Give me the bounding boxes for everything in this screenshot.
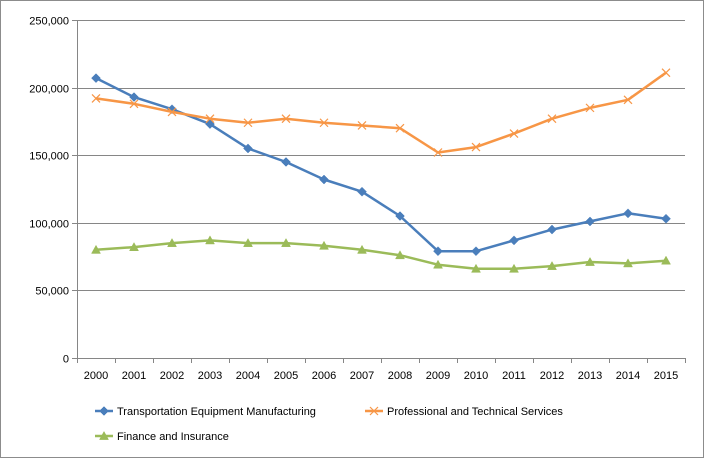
data-point-professional-and-technical-services (433, 148, 443, 157)
x-tick-label: 2007 (350, 370, 374, 382)
legend-item-professional-and-technical-services: Professional and Technical Services (365, 406, 563, 418)
x-tick-label: 2005 (274, 370, 298, 382)
x-tick-label: 2010 (464, 370, 488, 382)
x-tick-label: 2012 (540, 370, 564, 382)
series-line-transportation-equipment-manufacturing (95, 76, 667, 253)
data-point-professional-and-technical-services (281, 114, 291, 124)
data-point-professional-and-technical-services (585, 103, 595, 113)
legend: Transportation Equipment Manufacturing Pr… (95, 406, 563, 443)
series-line-finance-and-insurance (95, 239, 667, 271)
data-point-transportation-equipment-manufacturing (205, 119, 215, 129)
x-tick-label: 2002 (160, 370, 184, 382)
y-axis-ticks: 0 50,000 100,000 150,000 200,000 250,000 (29, 16, 78, 366)
series-line-professional-and-technical-services (95, 71, 667, 154)
data-point-professional-and-technical-services (167, 107, 177, 117)
y-tick-label: 100,000 (29, 219, 69, 231)
legend-item-finance-and-insurance: Finance and Insurance (95, 430, 229, 443)
series-professional-and-technical-services (91, 68, 671, 157)
x-tick-label: 2000 (84, 370, 108, 382)
data-point-transportation-equipment-manufacturing (471, 246, 481, 257)
data-point-finance-and-insurance (205, 235, 215, 245)
x-tick-label: 2011 (502, 370, 526, 382)
data-point-finance-and-insurance (91, 244, 101, 254)
data-point-transportation-equipment-manufacturing (623, 208, 633, 219)
data-point-finance-and-insurance (129, 242, 139, 251)
data-point-finance-and-insurance (585, 256, 595, 266)
data-point-transportation-equipment-manufacturing (91, 73, 101, 83)
data-point-professional-and-technical-services (91, 93, 101, 103)
y-tick-label: 250,000 (29, 16, 69, 28)
x-tick-label: 2008 (388, 370, 412, 382)
data-point-finance-and-insurance (471, 263, 481, 273)
data-point-transportation-equipment-manufacturing (547, 224, 557, 235)
legend-marker-professional-and-technical-services (369, 406, 379, 416)
data-point-professional-and-technical-services (243, 118, 253, 128)
data-point-finance-and-insurance (357, 244, 367, 254)
y-tick-label: 0 (63, 354, 69, 366)
data-point-finance-and-insurance (623, 258, 633, 268)
data-point-finance-and-insurance (509, 263, 519, 273)
y-tick-label: 50,000 (35, 286, 69, 298)
data-point-professional-and-technical-services (205, 114, 215, 124)
x-tick-label: 2013 (578, 370, 602, 382)
legend-label: Professional and Technical Services (387, 406, 563, 418)
data-point-professional-and-technical-services (661, 68, 671, 78)
x-tick-label: 2009 (426, 370, 450, 382)
series-finance-and-insurance (91, 235, 671, 273)
data-point-transportation-equipment-manufacturing (319, 174, 329, 185)
data-point-professional-and-technical-services (509, 129, 519, 138)
x-tick-label: 2014 (616, 370, 640, 382)
data-point-transportation-equipment-manufacturing (433, 246, 443, 257)
legend-marker-transportation-equipment-manufacturing (99, 406, 109, 416)
data-point-transportation-equipment-manufacturing (661, 213, 671, 224)
data-point-transportation-equipment-manufacturing (395, 211, 405, 221)
series-transportation-equipment-manufacturing (91, 73, 671, 257)
data-point-transportation-equipment-manufacturing (585, 216, 595, 227)
data-point-finance-and-insurance (433, 259, 443, 269)
data-point-professional-and-technical-services (357, 121, 367, 130)
y-tick-label: 200,000 (29, 84, 69, 96)
data-point-finance-and-insurance (243, 238, 253, 247)
data-point-finance-and-insurance (319, 240, 329, 250)
x-tick-label: 2006 (312, 370, 336, 382)
gridlines (77, 20, 685, 291)
data-point-finance-and-insurance (661, 255, 671, 265)
data-point-transportation-equipment-manufacturing (129, 92, 139, 102)
legend-marker-finance-and-insurance (99, 430, 109, 440)
series-layer (91, 68, 671, 273)
x-axis: 2000 2001 2002 2003 2004 2005 2006 2007 2008 2009… (77, 358, 686, 382)
data-point-professional-and-technical-services (623, 95, 633, 105)
legend-item-transportation-equipment-manufacturing: Transportation Equipment Manufacturing (95, 406, 316, 418)
data-point-transportation-equipment-manufacturing (281, 157, 291, 167)
x-tick-label: 2015 (654, 370, 678, 382)
data-point-transportation-equipment-manufacturing (357, 186, 367, 197)
data-point-professional-and-technical-services (129, 99, 139, 109)
y-tick-label: 150,000 (29, 151, 69, 163)
legend-label: Transportation Equipment Manufacturing (117, 406, 316, 418)
data-point-transportation-equipment-manufacturing (509, 235, 519, 246)
x-tick-label: 2004 (236, 370, 260, 382)
legend-label: Finance and Insurance (117, 431, 229, 443)
data-point-professional-and-technical-services (547, 114, 557, 124)
data-point-transportation-equipment-manufacturing (243, 143, 253, 154)
data-point-finance-and-insurance (395, 250, 405, 260)
data-point-finance-and-insurance (281, 238, 291, 247)
data-point-finance-and-insurance (167, 238, 177, 247)
data-point-finance-and-insurance (547, 261, 557, 270)
data-point-professional-and-technical-services (319, 118, 329, 128)
data-point-professional-and-technical-services (471, 142, 481, 152)
x-tick-label: 2003 (198, 370, 222, 382)
x-tick-label: 2001 (122, 370, 146, 382)
data-point-professional-and-technical-services (395, 123, 405, 133)
